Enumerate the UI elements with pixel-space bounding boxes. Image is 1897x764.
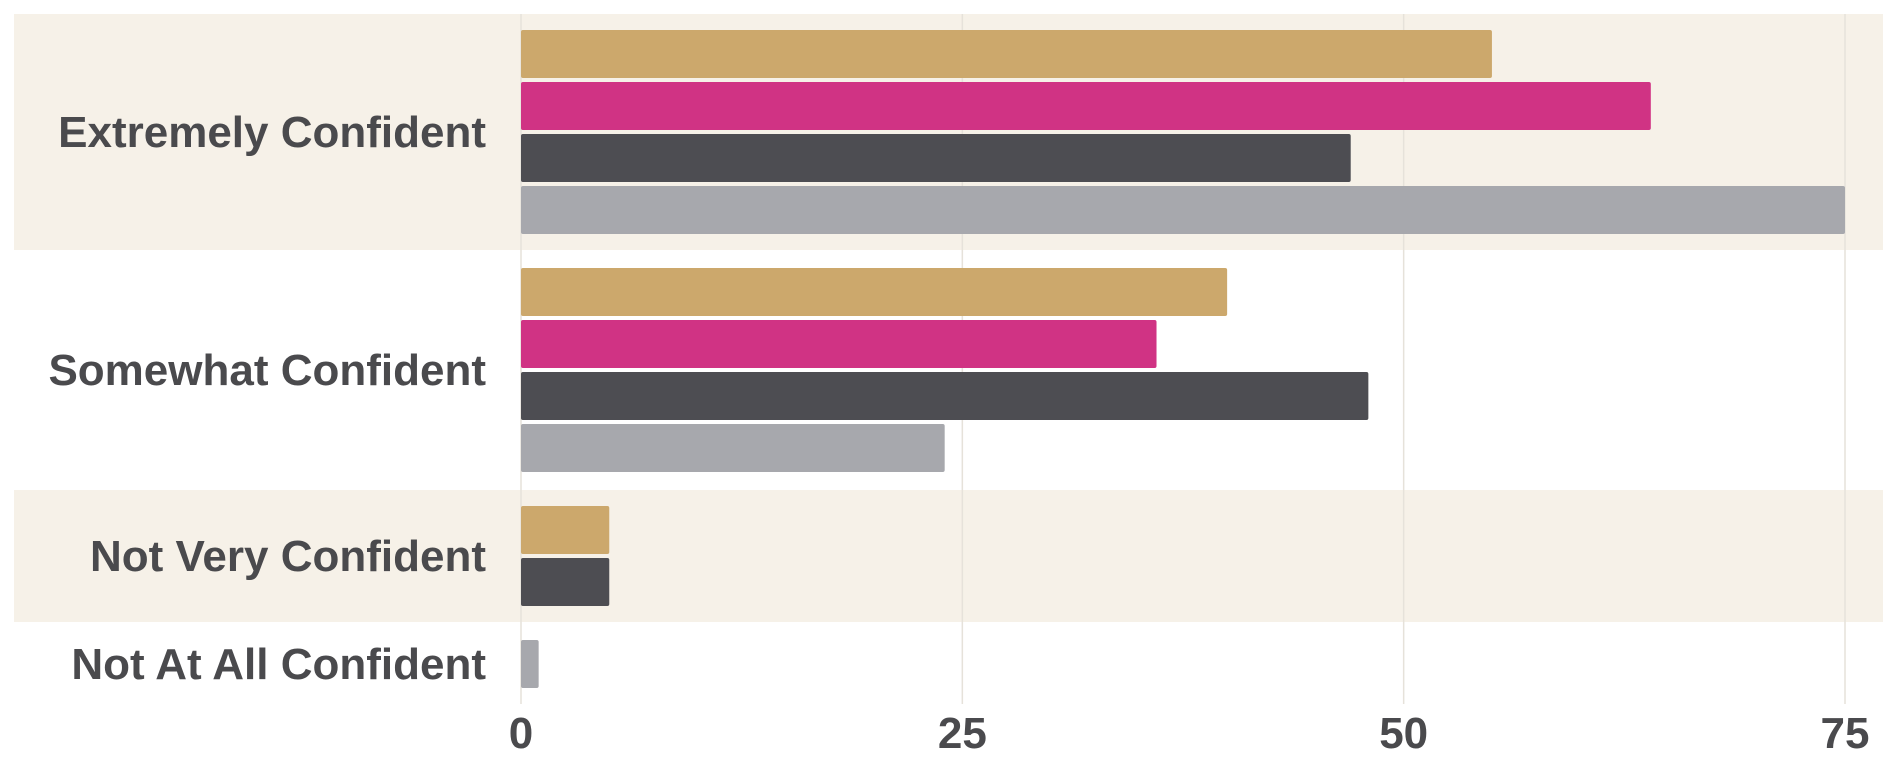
bar: [521, 82, 1651, 130]
bar: [521, 424, 945, 472]
category-label: Somewhat Confident: [48, 346, 486, 395]
x-tick-label: 25: [938, 709, 987, 758]
bar: [521, 268, 1228, 316]
x-tick-label: 75: [1821, 709, 1870, 758]
category-label: Not At All Confident: [71, 640, 486, 689]
x-axis-ticks: 0 25 50 75: [509, 709, 1870, 758]
bar: [521, 320, 1157, 368]
bar: [521, 30, 1492, 78]
x-tick-label: 50: [1379, 709, 1428, 758]
bar: [521, 506, 610, 554]
bar: [521, 372, 1369, 420]
category-label: Extremely Confident: [58, 108, 486, 157]
bar: [521, 134, 1351, 182]
bar-group: [521, 30, 1845, 688]
bar: [521, 558, 610, 606]
bar: [521, 186, 1845, 234]
x-tick-label: 0: [509, 709, 533, 758]
category-band: [14, 490, 1883, 622]
category-label: Not Very Confident: [90, 532, 486, 581]
category-labels: Extremely Confident Somewhat Confident Not…: [48, 108, 486, 689]
bar: [521, 640, 539, 688]
